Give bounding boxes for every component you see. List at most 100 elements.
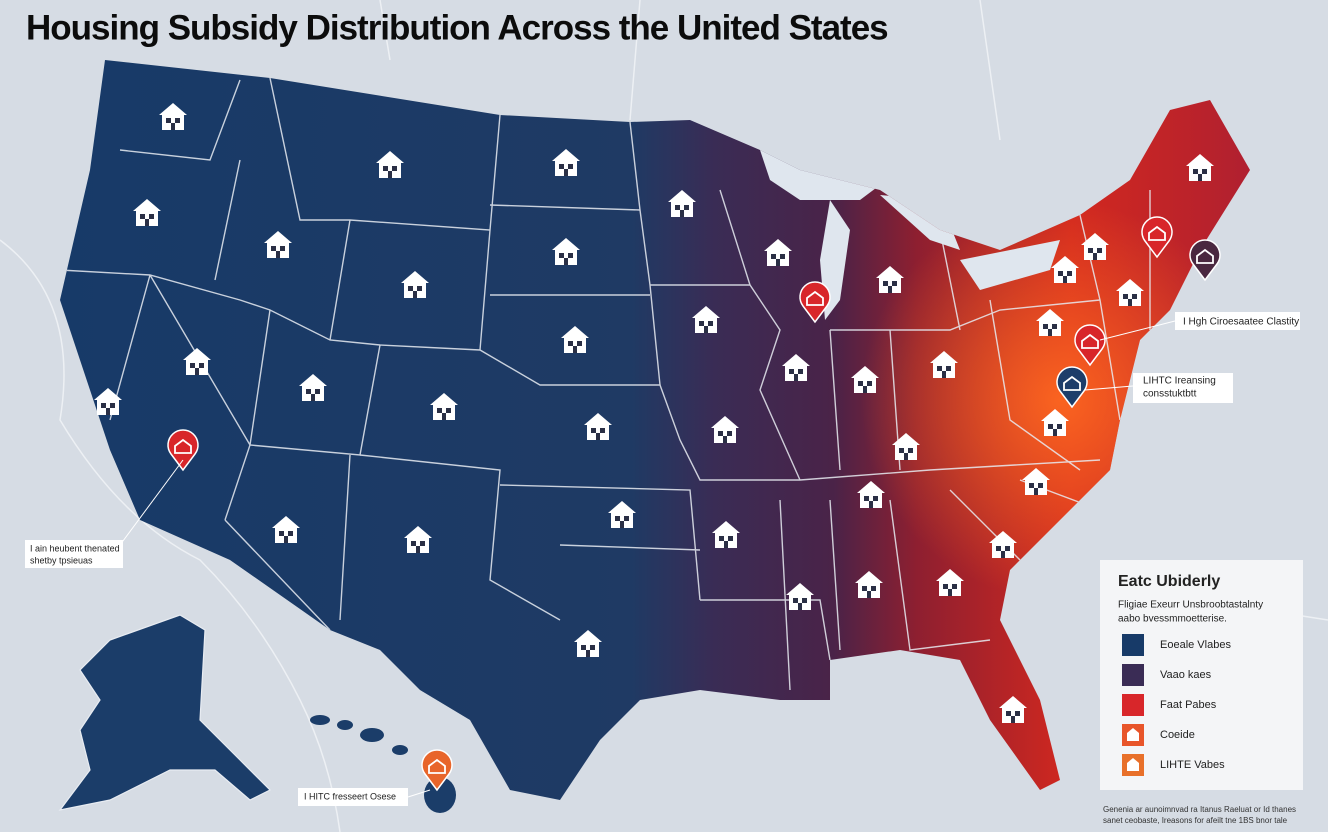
house-window [952, 584, 957, 589]
pin [421, 749, 453, 792]
house-window [559, 164, 564, 169]
callout: I Hgh Ciroesaatee Clastity [1099, 312, 1300, 341]
house-shape [712, 521, 740, 548]
house-window [1029, 483, 1034, 488]
house-window [577, 341, 582, 346]
legend: Eatc Ubiderly Fligiae Exeurr Unsbroobtas… [1100, 560, 1303, 790]
house-window [798, 369, 803, 374]
house-window [568, 341, 573, 346]
house-door [311, 394, 315, 401]
house-window [411, 541, 416, 546]
callout-text: consstuktbtt [1143, 389, 1197, 400]
house-window [728, 536, 733, 541]
house-window [1088, 248, 1093, 253]
house-window [883, 281, 888, 286]
house-door [106, 408, 110, 415]
house-window [937, 366, 942, 371]
legend-item: Coeide [1160, 729, 1195, 741]
pin-icon [1063, 375, 1081, 391]
house-window [559, 253, 564, 258]
house-window [899, 448, 904, 453]
house-window [727, 431, 732, 436]
house-window [780, 254, 785, 259]
house-door [1128, 299, 1132, 306]
pin [1189, 239, 1221, 282]
house-shape [857, 481, 885, 508]
house-icon [552, 149, 580, 176]
house-shape [930, 351, 958, 378]
house-window [699, 321, 704, 326]
house-door [1034, 488, 1038, 495]
house-window [446, 408, 451, 413]
house-window [383, 166, 388, 171]
house-icon [584, 413, 612, 440]
house-window [568, 164, 573, 169]
house-window [908, 448, 913, 453]
house-shape [786, 583, 814, 610]
house-window [771, 254, 776, 259]
house-window [190, 363, 195, 368]
legend-subtitle: Fligiae Exeurr Unsbroobtastalnty [1118, 600, 1263, 611]
house-door [1001, 551, 1005, 558]
hawaii [310, 715, 456, 813]
house-window [1057, 424, 1062, 429]
house-window [408, 286, 413, 291]
house-icon [857, 481, 885, 508]
house-window [943, 584, 948, 589]
house-icon [264, 231, 292, 258]
house-window [1202, 169, 1207, 174]
callout: I HITC fresseert Osese [298, 788, 431, 806]
house-window [166, 118, 171, 123]
legend-item: Eoeale Vlabes [1160, 639, 1231, 651]
house-shape [159, 103, 187, 130]
house-door [704, 326, 708, 333]
house-door [276, 251, 280, 258]
house-window [1048, 424, 1053, 429]
house-icon [94, 388, 122, 415]
house-window [793, 598, 798, 603]
alaska [58, 614, 272, 811]
house-icon [989, 531, 1017, 558]
house-icon [1036, 309, 1064, 336]
house-door [794, 374, 798, 381]
house-shape [855, 571, 883, 598]
house-icon [608, 501, 636, 528]
house-icon [299, 374, 327, 401]
house-shape [299, 374, 327, 401]
house-window [708, 321, 713, 326]
pin [799, 281, 831, 324]
house-window [1038, 483, 1043, 488]
house-window [684, 205, 689, 210]
house-door [388, 171, 392, 178]
pin-shape [1074, 324, 1106, 367]
house-window [437, 408, 442, 413]
house-window [1132, 294, 1137, 299]
house-shape [133, 199, 161, 226]
house-shape [1051, 256, 1079, 283]
house-door [596, 433, 600, 440]
house-door [416, 546, 420, 553]
house-shape [876, 266, 904, 293]
house-window [1006, 711, 1011, 716]
house-window [581, 645, 586, 650]
house-door [723, 436, 727, 443]
house-window [110, 403, 115, 408]
house-door [413, 291, 417, 298]
pin-shape [167, 429, 199, 472]
house-door [564, 169, 568, 176]
house-door [1053, 429, 1057, 436]
house-icon [183, 348, 211, 375]
pin-shape [799, 281, 831, 324]
house-door [586, 650, 590, 657]
house-door [171, 123, 175, 130]
house-door [564, 258, 568, 265]
house-shape [782, 354, 810, 381]
house-window [591, 428, 596, 433]
house-shape [1036, 309, 1064, 336]
house-window [417, 286, 422, 291]
house-icon [1081, 233, 1109, 260]
house-icon [430, 393, 458, 420]
house-window [392, 166, 397, 171]
house-door [888, 286, 892, 293]
house-window [1005, 546, 1010, 551]
